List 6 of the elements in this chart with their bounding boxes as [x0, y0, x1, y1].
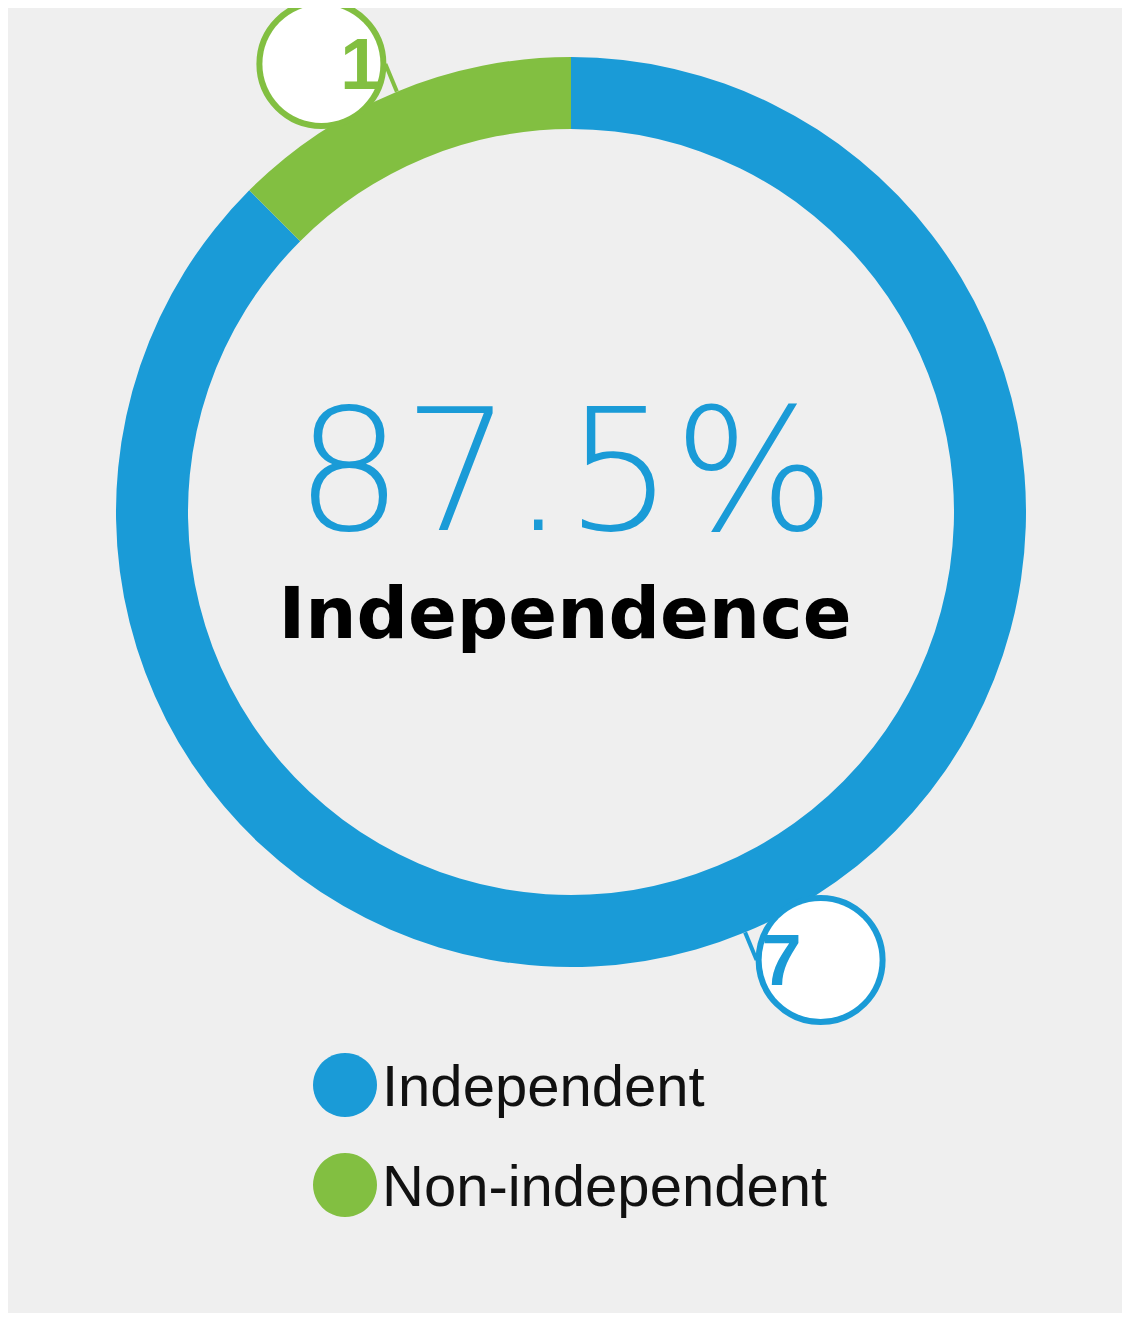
text: 87.5% — [294, 372, 836, 570]
data-label: 1 — [340, 23, 381, 104]
legend-label: Non-independent — [382, 1152, 828, 1218]
legend-label: Independent — [382, 1052, 705, 1118]
data-label: 7 — [761, 920, 802, 1001]
text: Independence — [278, 570, 852, 655]
